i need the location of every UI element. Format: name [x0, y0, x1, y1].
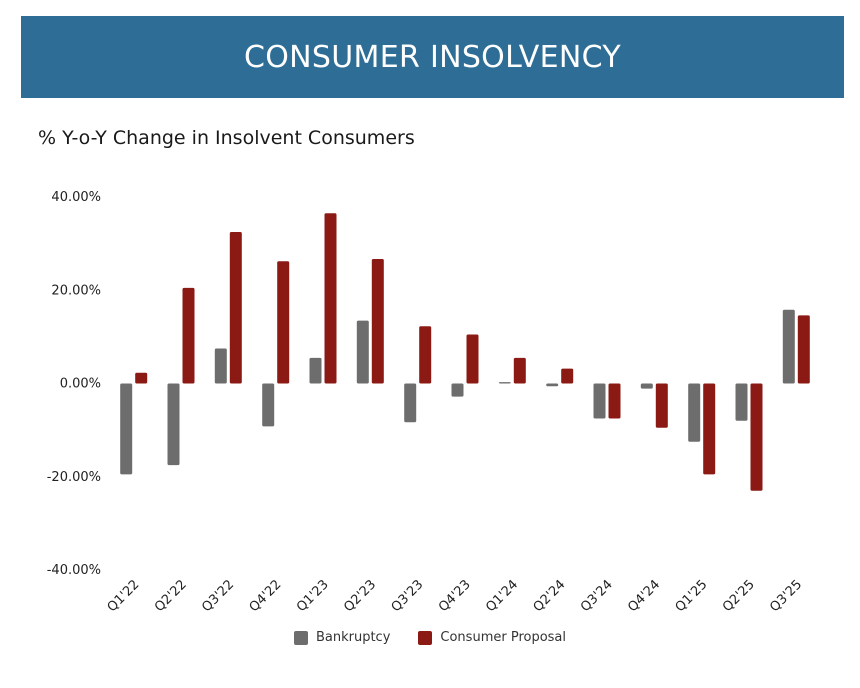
bar-bankruptcy [593, 383, 606, 419]
bar-bankruptcy [735, 383, 748, 421]
bar-bankruptcy [498, 382, 511, 384]
x-tick-label: Q2'23 [341, 577, 379, 615]
x-tick-label: Q1'24 [483, 577, 521, 615]
bar-consumer-proposal [750, 383, 763, 491]
bar-bankruptcy [782, 309, 795, 384]
y-tick-label: 0.00% [60, 377, 101, 392]
bar-bankruptcy [309, 357, 322, 384]
bar-consumer-proposal [229, 232, 242, 384]
x-tick-label: Q3'23 [389, 577, 427, 615]
y-tick-label: 20.00% [51, 283, 101, 298]
bar-bankruptcy [640, 383, 653, 389]
x-tick-label: Q3'25 [767, 577, 805, 615]
bar-bankruptcy [404, 383, 417, 423]
x-tick-label: Q4'23 [436, 577, 474, 615]
legend-swatch-consumer-proposal [418, 630, 433, 645]
x-tick-label: Q2'25 [720, 577, 758, 615]
bar-consumer-proposal [561, 368, 574, 384]
bar-bankruptcy [546, 383, 559, 387]
chart-title: % Y-o-Y Change in Insolvent Consumers [38, 127, 415, 149]
bar-bankruptcy [451, 383, 464, 397]
bar-bankruptcy [688, 383, 701, 442]
legend-item-bankruptcy: Bankruptcy [293, 630, 391, 645]
x-tick-label: Q1'23 [294, 577, 332, 615]
legend-label-consumer-proposal: Consumer Proposal [440, 630, 567, 645]
bar-bankruptcy [167, 383, 180, 466]
y-tick-label: 40.00% [51, 190, 101, 205]
chart-legend: Bankruptcy Consumer Proposal [0, 630, 860, 645]
legend-item-consumer-proposal: Consumer Proposal [418, 630, 566, 645]
x-tick-label: Q2'22 [152, 577, 190, 615]
header-banner: CONSUMER INSOLVENCY [21, 16, 844, 98]
bar-consumer-proposal [466, 334, 479, 384]
x-tick-label: Q1'25 [673, 577, 711, 615]
x-tick-label: Q1'22 [105, 577, 143, 615]
bar-consumer-proposal [182, 287, 195, 384]
legend-swatch-bankruptcy [293, 630, 308, 645]
bar-consumer-proposal [135, 372, 148, 384]
bar-bankruptcy [120, 383, 133, 475]
bar-bankruptcy [214, 348, 227, 384]
y-tick-label: -20.00% [47, 470, 101, 485]
bar-consumer-proposal [608, 383, 621, 419]
x-tick-label: Q2'24 [531, 577, 569, 615]
y-tick-label: -40.00% [47, 563, 101, 578]
x-tick-label: Q3'24 [578, 577, 616, 615]
page-title: CONSUMER INSOLVENCY [244, 39, 621, 75]
bar-consumer-proposal [419, 326, 432, 384]
bar-consumer-proposal [324, 213, 337, 384]
bar-consumer-proposal [655, 383, 668, 428]
bar-bankruptcy [356, 320, 369, 384]
bar-consumer-proposal [513, 357, 526, 384]
bar-consumer-proposal [371, 259, 384, 384]
bar-consumer-proposal [797, 315, 810, 384]
x-tick-label: Q4'22 [247, 577, 285, 615]
legend-label-bankruptcy: Bankruptcy [315, 630, 391, 645]
bar-consumer-proposal [277, 261, 290, 384]
bar-consumer-proposal [703, 383, 716, 475]
x-tick-label: Q3'22 [199, 577, 237, 615]
x-tick-label: Q4'24 [625, 577, 663, 615]
bar-bankruptcy [262, 383, 275, 427]
